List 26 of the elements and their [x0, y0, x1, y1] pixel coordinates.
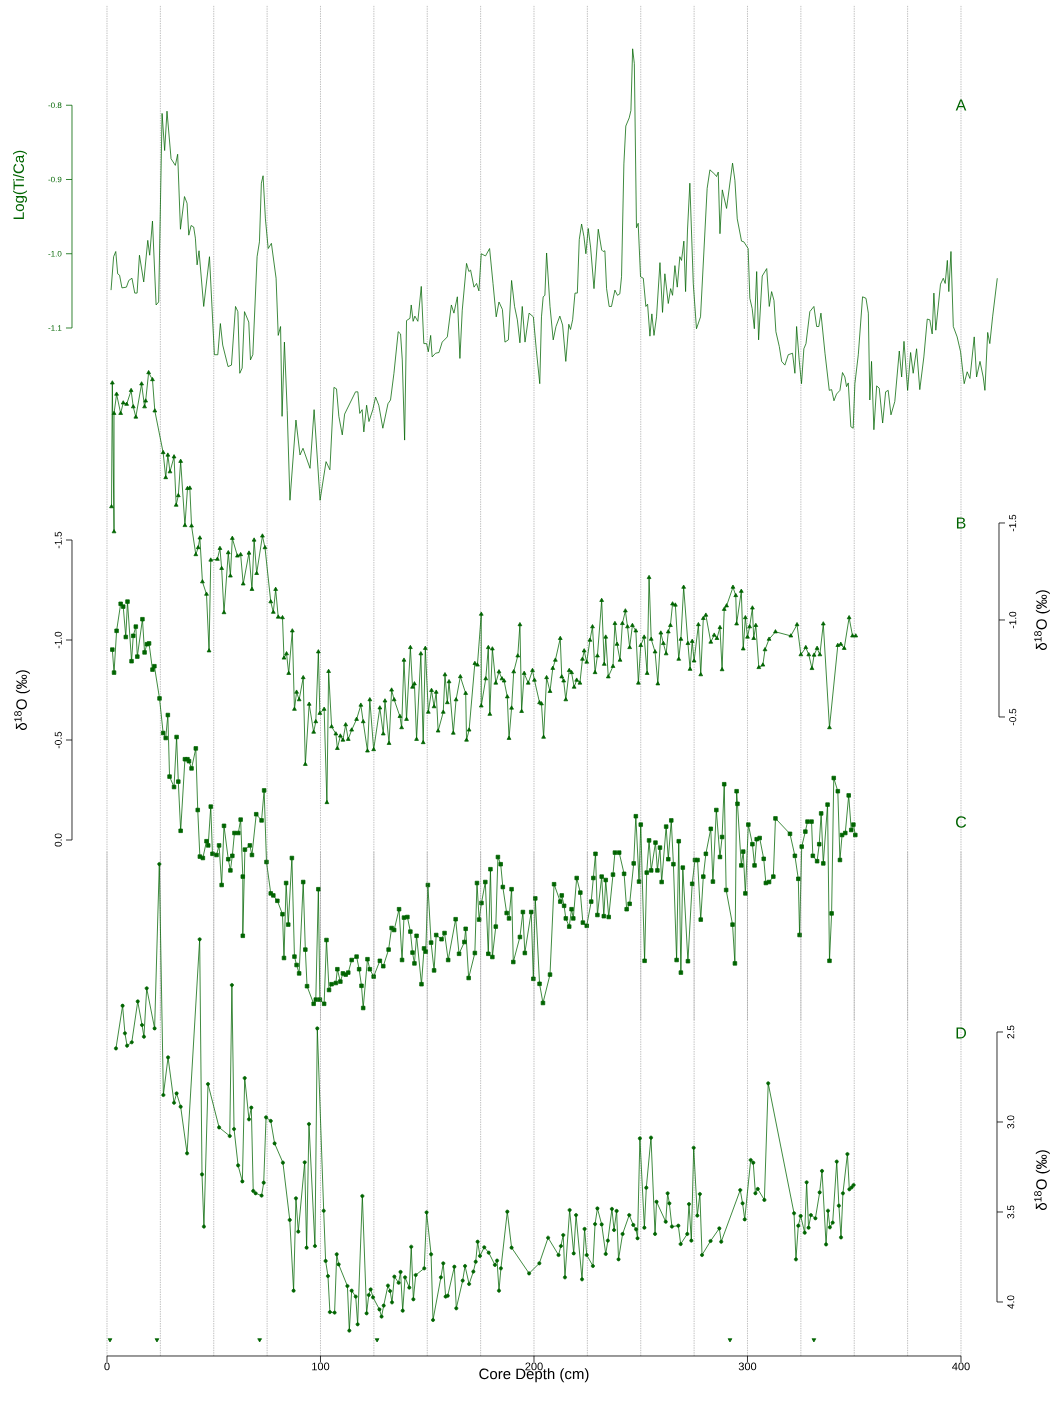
x-tick-label: 400 [952, 1362, 970, 1371]
x-tick-label: 300 [738, 1362, 757, 1371]
y3-tick-label: -0.5 [54, 731, 62, 749]
y3-tick-label: 0.0 [54, 833, 62, 847]
y-tick-label: 4.0 [1007, 1295, 1015, 1309]
y2-tick-label: -1.5 [1009, 514, 1017, 532]
annotation: D [956, 1027, 967, 1039]
y2-tick-label: -0.5 [1009, 708, 1017, 726]
y-tick-label: -0.8 [48, 102, 62, 109]
y-tick-label: -1.1 [48, 325, 62, 331]
y3-axis-title: δ$^{18}$O (‰) [14, 670, 30, 731]
y-axis-title: δ$^{18}$O (‰) [1034, 1150, 1050, 1211]
y3-tick-label: -1.5 [54, 531, 62, 549]
annotation: B [956, 517, 966, 529]
annotation: A [955, 99, 967, 111]
y-tick-label: 2.5 [1007, 1025, 1015, 1039]
y-tick-label: 3.5 [1007, 1205, 1015, 1219]
y-axis-title: Log(Ti/Ca) [13, 150, 27, 219]
y-tick-label: -1.0 [48, 250, 62, 257]
x-tick-label: 0 [104, 1362, 110, 1371]
y2-axis-title: δ$^{18}$O (‰) [1034, 590, 1050, 651]
y-tick-label: 3.0 [1007, 1115, 1015, 1129]
y-tick-label: -0.9 [48, 176, 62, 183]
x-tick-label: 100 [312, 1362, 330, 1371]
line-series [110, 48, 998, 501]
annotation: C [956, 816, 967, 828]
